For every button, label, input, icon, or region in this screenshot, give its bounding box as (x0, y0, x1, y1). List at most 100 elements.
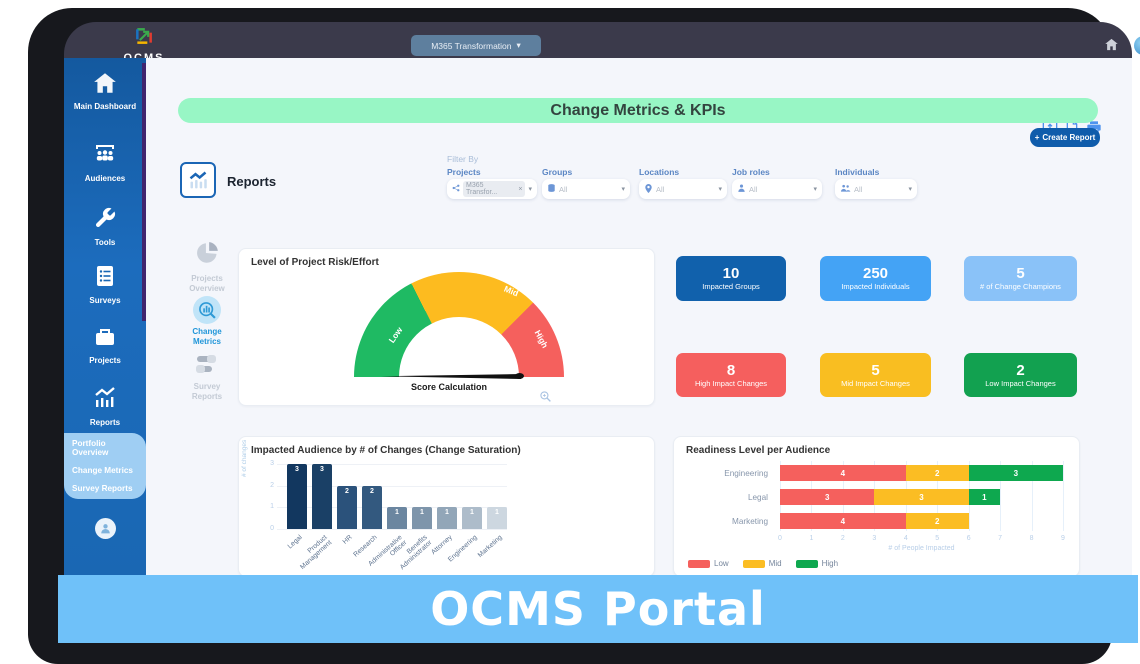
person-icon (737, 183, 746, 195)
y-tick: 2 (270, 481, 274, 489)
filter-projects-label: Projects (447, 167, 481, 177)
saturation-plot: 3 2 1 0 3 Legal 3 Product Management 2 HR 2 Researc… (270, 460, 617, 571)
chevron-down-icon: ▾ (516, 40, 521, 50)
y-tick: 1 (270, 503, 274, 511)
saturation-y-axis-label: # of changes (241, 439, 248, 477)
chart-magnifier-icon (193, 296, 221, 324)
risk-gauge: Low Mid High (354, 272, 564, 377)
sidebar-item-tools[interactable]: Tools (64, 206, 146, 248)
readiness-legend: Low Mid High (688, 559, 838, 568)
people-icon (92, 142, 118, 171)
segment-mid: 3 (874, 489, 969, 505)
gauge-title: Level of Project Risk/Effort (251, 257, 379, 268)
x-tick: 1 (809, 535, 814, 542)
bar-engineering: 1 (462, 507, 482, 529)
kpi-impacted-groups: 10 Impacted Groups (676, 256, 786, 301)
kpi-impacted-individuals: 250 Impacted Individuals (820, 256, 931, 301)
project-selector[interactable]: M365 Transformation ▾ (411, 35, 541, 56)
rail-change-metrics[interactable]: Change Metrics (180, 296, 234, 347)
filter-individuals-dropdown[interactable]: All ▾ (835, 179, 917, 199)
bar-chart-icon (92, 386, 118, 415)
gauge-needle-pivot (515, 373, 524, 379)
sidebar-item-main-dashboard[interactable]: Main Dashboard (64, 72, 146, 112)
chip-remove-icon[interactable]: × (518, 185, 523, 193)
segment-low: 4 (780, 465, 906, 481)
x-tick: 8 (1029, 535, 1034, 542)
x-tick: 4 (903, 535, 908, 542)
sliders-icon (194, 354, 220, 379)
y-tick: 3 (270, 460, 274, 467)
legend-swatch-low (688, 559, 710, 568)
bar-legal: 3 (287, 464, 307, 529)
home-icon[interactable] (1104, 38, 1119, 56)
bar-product-management: 3 (312, 464, 332, 529)
x-tick: 2 (840, 535, 845, 542)
chevron-down-icon: ▾ (718, 186, 722, 193)
filter-job-roles-label: Job roles (732, 167, 770, 177)
filter-locations-label: Locations (639, 167, 680, 177)
banner-text: OCMS Portal (430, 582, 766, 636)
legend-item-low: Low (688, 559, 729, 568)
readiness-chart-card: Readiness Level per Audience Engineering… (673, 436, 1080, 575)
rail-survey-reports[interactable]: Survey Reports (180, 354, 234, 402)
sidebar-item-projects[interactable]: Projects (64, 326, 146, 366)
kpi-change-champions: 5 # of Change Champions (964, 256, 1077, 301)
submenu-change-metrics[interactable]: Change Metrics (72, 466, 133, 475)
y-tick: 0 (270, 525, 274, 532)
sidebar-scrollbar[interactable] (142, 63, 146, 321)
sidebar: Main Dashboard Audiences Tools (64, 58, 146, 575)
saturation-chart-card: Impacted Audience by # of Changes (Chang… (238, 436, 655, 575)
app-content: Main Dashboard Audiences Tools (64, 58, 1132, 575)
sidebar-item-reports[interactable]: Reports (64, 386, 146, 428)
globe-icon[interactable] (1134, 36, 1140, 55)
zoom-magnifier-icon[interactable] (539, 390, 552, 408)
sidebar-item-audiences[interactable]: Audiences (64, 142, 146, 184)
filter-groups-dropdown[interactable]: All ▾ (542, 179, 630, 199)
people-icon (840, 183, 851, 195)
filter-locations-dropdown[interactable]: All ▾ (639, 179, 727, 199)
gridline (277, 485, 507, 487)
bar-research: 2 (362, 485, 382, 529)
readiness-x-axis-label: # of People Impacted (888, 545, 955, 552)
sidebar-item-surveys[interactable]: Surveys (64, 264, 146, 306)
submenu-survey-reports[interactable]: Survey Reports (72, 484, 133, 493)
section-title: Reports (227, 174, 277, 189)
filter-projects-dropdown[interactable]: M365 Transfor... × ▾ (447, 179, 537, 199)
page-title: Change Metrics & KPIs (178, 98, 1098, 123)
bar-marketing: 1 (487, 507, 507, 529)
x-tick: 0 (778, 535, 782, 542)
legend-item-mid: Mid (742, 559, 782, 568)
chevron-down-icon: ▾ (908, 186, 912, 193)
x-tick: 7 (998, 535, 1003, 542)
user-avatar[interactable] (95, 518, 116, 539)
map-pin-icon (644, 183, 653, 196)
ocms-logo-icon (134, 26, 154, 51)
bar-hr: 2 (337, 485, 357, 529)
filter-groups-label: Groups (542, 167, 573, 177)
wrench-icon (93, 206, 117, 235)
top-bar: OCMS M365 Transformation▾ (64, 22, 1140, 64)
reports-section-icon (180, 162, 216, 198)
legend-item-high: High (795, 559, 838, 568)
legend-swatch-mid (742, 559, 765, 568)
kpi-high-impact-changes: 8 High Impact Changes (676, 353, 786, 397)
project-filter-chip: M365 Transfor... × (463, 181, 526, 197)
chevron-down-icon: ▾ (528, 186, 532, 193)
segment-mid: 2 (905, 465, 969, 481)
submenu-portfolio-overview[interactable]: Portfolio Overview (72, 439, 109, 457)
create-report-button[interactable]: + Create Report (1030, 128, 1100, 147)
x-tick: 6 (966, 535, 971, 542)
readiness-chart-title: Readiness Level per Audience (686, 445, 831, 456)
legend-swatch-high (795, 559, 818, 568)
row-label: Marketing (732, 517, 768, 526)
kpi-low-impact-changes: 2 Low Impact Changes (964, 353, 1077, 397)
rail-projects-overview[interactable]: Projects Overview (180, 240, 234, 294)
segment-low: 3 (780, 489, 875, 505)
pie-chart-icon (194, 240, 220, 271)
device-frame: OCMS M365 Transformation▾ Main Dashboard (28, 8, 1140, 664)
filter-job-roles-dropdown[interactable]: All ▾ (732, 179, 822, 199)
